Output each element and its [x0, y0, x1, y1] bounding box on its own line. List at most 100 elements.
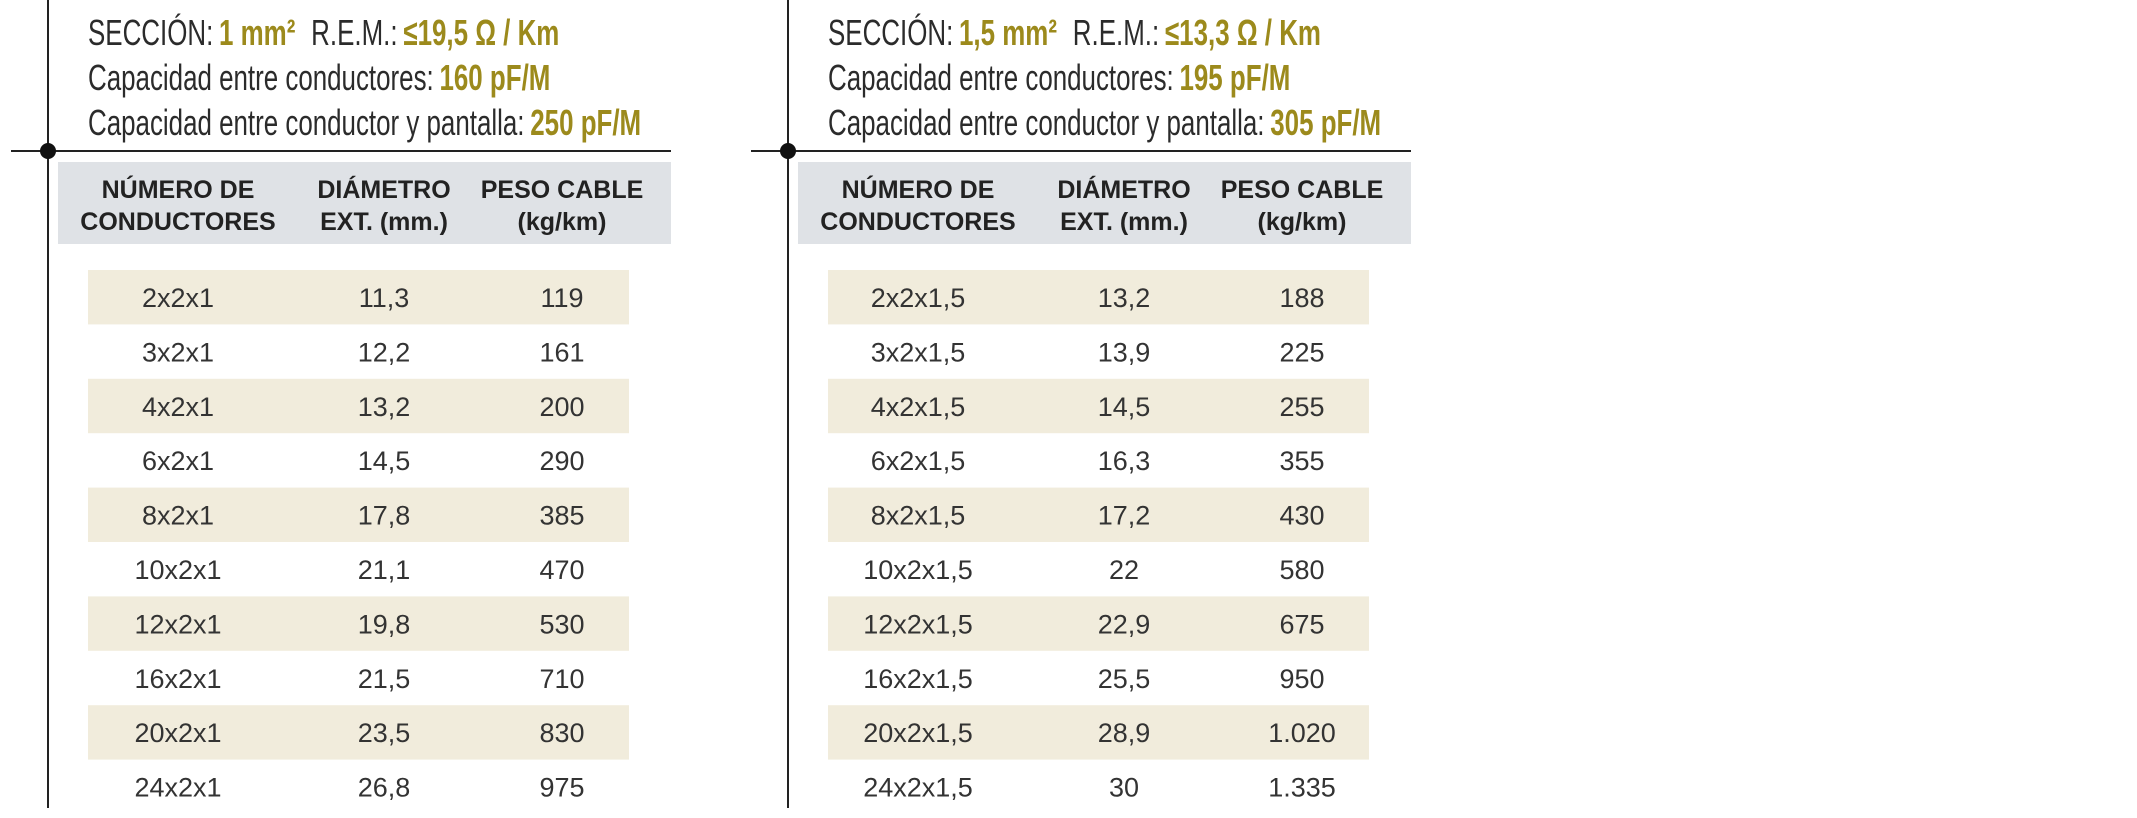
- column-header: PESO CABLE: [1221, 176, 1384, 204]
- table-cell: 17,2: [1098, 501, 1151, 531]
- header-text: Capacidad entre conductor y pantalla: 305…: [828, 103, 1381, 143]
- table-cell: 22: [1109, 555, 1139, 585]
- column-header: DIÁMETRO: [1057, 175, 1190, 204]
- header-line: SECCIÓN: 1 mm² R.E.M.: ≤19,5 Ω / Km: [88, 13, 559, 53]
- column-header: NÚMERO DE: [102, 174, 255, 204]
- header-line: Capacidad entre conductores: 195 pF/M: [828, 58, 1290, 98]
- column-header: (kg/km): [1258, 208, 1347, 236]
- spec-block: SECCIÓN: 1 mm² R.E.M.: ≤19,5 Ω / Km Capacida…: [11, 0, 671, 808]
- table-cell: 290: [539, 446, 584, 476]
- table-cell: 6x2x1,5: [871, 446, 966, 476]
- header-line: Capacidad entre conductor y pantalla: 305…: [828, 103, 1381, 143]
- header-label: Capacidad entre conductor y pantalla:: [828, 103, 1264, 143]
- row-stripe: [828, 378, 1369, 434]
- table-cell: 20x2x1: [134, 718, 221, 748]
- header-label: Capacidad entre conductores:: [828, 58, 1174, 98]
- table-cell: 17,8: [358, 501, 411, 531]
- column-header-bg: [58, 162, 671, 244]
- table-cell: 4x2x1,5: [871, 392, 966, 422]
- table-cell: 25,5: [1098, 664, 1151, 694]
- table-cell: 225: [1279, 337, 1324, 367]
- table-cell: 16x2x1,5: [863, 664, 973, 694]
- column-header: EXT. (mm.): [320, 208, 448, 236]
- table-cell: 2x2x1: [142, 283, 214, 313]
- column-header-bg: [798, 162, 1411, 244]
- header-value: ≤19,5 Ω / Km: [403, 13, 559, 53]
- header-value: 195 pF/M: [1179, 58, 1290, 98]
- table-cell: 4x2x1: [142, 392, 214, 422]
- header-label: Capacidad entre conductor y pantalla:: [88, 103, 524, 143]
- table-cell: 8x2x1,5: [871, 501, 966, 531]
- table-cell: 710: [539, 664, 584, 694]
- header-text: SECCIÓN: 1 mm² R.E.M.: ≤19,5 Ω / Km: [88, 13, 559, 53]
- table-cell: 6x2x1: [142, 446, 214, 476]
- table-cell: 14,5: [1098, 392, 1151, 422]
- header-text: Capacidad entre conductores: 160 pF/M: [88, 58, 550, 98]
- header-label: SECCIÓN:: [88, 13, 213, 53]
- table-cell: 2x2x1,5: [871, 283, 966, 313]
- row-stripe: [88, 378, 629, 434]
- column-header: CONDUCTORES: [80, 208, 275, 236]
- table-cell: 21,1: [358, 555, 411, 585]
- table-cell: 24x2x1,5: [863, 773, 973, 803]
- table-cell: 430: [1279, 501, 1324, 531]
- row-stripe: [828, 487, 1369, 542]
- row-stripe: [828, 270, 1369, 325]
- table-cell: 14,5: [358, 446, 411, 476]
- table-cell: 385: [539, 501, 584, 531]
- header-value: ≤13,3 Ω / Km: [1165, 13, 1321, 53]
- table-cell: 8x2x1: [142, 501, 214, 531]
- table-cell: 12,2: [358, 337, 411, 367]
- column-header: DIÁMETRO: [317, 175, 450, 204]
- header-line: SECCIÓN: 1,5 mm² R.E.M.: ≤13,3 Ω / Km: [828, 13, 1321, 53]
- table-cell: 355: [1279, 446, 1324, 476]
- table-cell: 119: [540, 283, 583, 313]
- header-text: Capacidad entre conductor y pantalla: 250…: [88, 103, 641, 143]
- column-header: EXT. (mm.): [1060, 208, 1188, 236]
- header-value: 305 pF/M: [1270, 103, 1381, 143]
- table-cell: 20x2x1,5: [863, 718, 973, 748]
- rule-dot: [780, 143, 796, 159]
- table-cell: 24x2x1: [134, 773, 221, 803]
- column-header: PESO CABLE: [481, 176, 644, 204]
- table-cell: 161: [539, 337, 584, 367]
- row-stripe: [88, 487, 629, 542]
- table-cell: 23,5: [358, 718, 411, 748]
- column-header: NÚMERO DE: [842, 174, 995, 204]
- rule-dot: [40, 143, 56, 159]
- table-cell: 13,2: [1098, 283, 1151, 313]
- table-cell: 30: [1109, 773, 1139, 803]
- header-value: 1,5 mm²: [959, 13, 1057, 53]
- table-cell: 12x2x1: [134, 609, 221, 639]
- header-line: Capacidad entre conductores: 160 pF/M: [88, 58, 550, 98]
- header-line: Capacidad entre conductor y pantalla: 250…: [88, 103, 641, 143]
- table-cell: 22,9: [1098, 609, 1151, 639]
- table-cell: 470: [539, 555, 584, 585]
- row-stripe: [88, 270, 629, 325]
- table-cell: 13,9: [1098, 337, 1151, 367]
- table-cell: 975: [539, 773, 584, 803]
- table-cell: 13,2: [358, 392, 411, 422]
- table-cell: 188: [1279, 283, 1324, 313]
- header-label: R.E.M.:: [311, 13, 397, 53]
- header-text: SECCIÓN: 1,5 mm² R.E.M.: ≤13,3 Ω / Km: [828, 13, 1321, 53]
- header-text: Capacidad entre conductores: 195 pF/M: [828, 58, 1290, 98]
- header-label: R.E.M.:: [1073, 13, 1159, 53]
- spec-block: SECCIÓN: 1,5 mm² R.E.M.: ≤13,3 Ω / Km Capaci…: [751, 0, 1411, 808]
- header-value: 160 pF/M: [439, 58, 550, 98]
- table-cell: 675: [1279, 609, 1324, 639]
- table-cell: 10x2x1,5: [863, 555, 973, 585]
- table-cell: 255: [1279, 392, 1324, 422]
- table-cell: 16,3: [1098, 446, 1151, 476]
- table-cell: 21,5: [358, 664, 411, 694]
- table-cell: 11,3: [359, 283, 410, 313]
- row-stripe: [828, 596, 1369, 651]
- column-header: CONDUCTORES: [820, 208, 1015, 236]
- table-cell: 19,8: [358, 609, 411, 639]
- column-header: (kg/km): [518, 208, 607, 236]
- row-stripe: [88, 596, 629, 651]
- table-cell: 580: [1279, 555, 1324, 585]
- header-label: SECCIÓN:: [828, 13, 953, 53]
- table-cell: 950: [1279, 664, 1324, 694]
